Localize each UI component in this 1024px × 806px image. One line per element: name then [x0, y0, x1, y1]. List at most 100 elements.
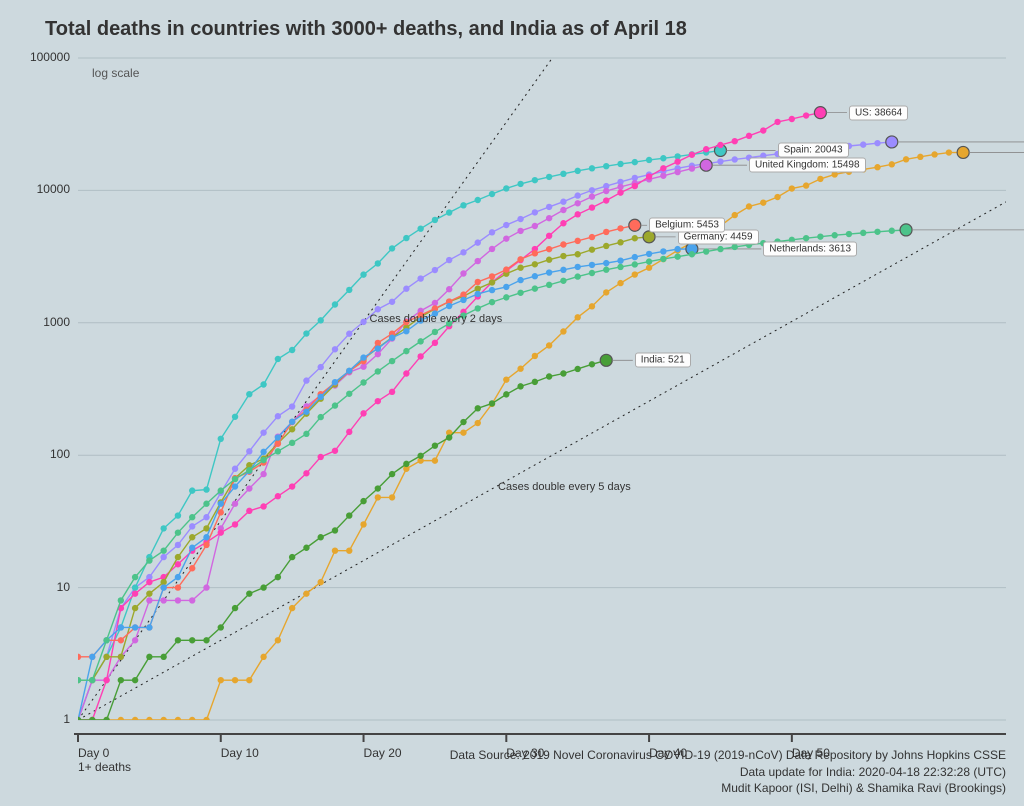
series-marker: [803, 235, 809, 241]
series-marker: [118, 597, 124, 603]
series-marker: [874, 164, 880, 170]
x-tick-label: Day 10: [221, 746, 259, 760]
series-marker: [717, 158, 723, 164]
y-tick-label: 10000: [37, 182, 70, 196]
series-marker: [432, 340, 438, 346]
series-marker: [246, 467, 252, 473]
series-marker: [275, 637, 281, 643]
series-marker: [275, 356, 281, 362]
series-end-marker: [700, 159, 712, 171]
series-marker: [589, 262, 595, 268]
series-marker: [546, 246, 552, 252]
series-end-marker: [957, 146, 969, 158]
series-marker: [232, 501, 238, 507]
y-tick-label: 1: [63, 712, 70, 726]
series-marker: [132, 605, 138, 611]
series-marker: [275, 448, 281, 454]
series-marker: [118, 624, 124, 630]
series-marker: [103, 654, 109, 660]
series-marker: [132, 717, 138, 723]
series-marker: [503, 376, 509, 382]
series-marker: [260, 457, 266, 463]
series-marker: [189, 534, 195, 540]
series-marker: [603, 197, 609, 203]
series-marker: [760, 199, 766, 205]
series-marker: [560, 199, 566, 205]
series-marker: [260, 381, 266, 387]
series-marker: [617, 257, 623, 263]
series-marker: [403, 348, 409, 354]
series-marker: [260, 654, 266, 660]
series-marker: [689, 165, 695, 171]
series-marker: [189, 597, 195, 603]
series-marker: [475, 258, 481, 264]
series-marker: [475, 279, 481, 285]
series-marker: [560, 241, 566, 247]
series-marker: [689, 251, 695, 257]
series-marker: [175, 542, 181, 548]
series-marker: [246, 391, 252, 397]
series-marker: [603, 243, 609, 249]
series-marker: [503, 222, 509, 228]
series-marker: [417, 275, 423, 281]
series-marker: [574, 192, 580, 198]
series-marker: [389, 358, 395, 364]
series-marker: [275, 434, 281, 440]
series-marker: [475, 305, 481, 311]
series-marker: [318, 454, 324, 460]
series-marker: [546, 257, 552, 263]
series-marker: [289, 605, 295, 611]
series-marker: [175, 554, 181, 560]
series-marker: [446, 257, 452, 263]
series-marker: [617, 264, 623, 270]
series-marker: [160, 547, 166, 553]
series-marker: [360, 498, 366, 504]
series-marker: [146, 557, 152, 563]
series-marker: [346, 287, 352, 293]
series-marker: [332, 301, 338, 307]
series-marker: [303, 431, 309, 437]
series-marker: [503, 266, 509, 272]
series-marker: [632, 271, 638, 277]
series-marker: [946, 149, 952, 155]
series-marker: [803, 112, 809, 118]
series-marker: [789, 185, 795, 191]
series-marker: [603, 289, 609, 295]
series-marker: [403, 370, 409, 376]
series-marker: [175, 597, 181, 603]
series-marker: [189, 487, 195, 493]
series-marker: [103, 717, 109, 723]
series-marker: [703, 146, 709, 152]
series-marker: [360, 379, 366, 385]
series-marker: [574, 168, 580, 174]
series-marker: [203, 486, 209, 492]
series-end-marker: [600, 354, 612, 366]
series-marker: [118, 654, 124, 660]
footer-line-3: Mudit Kapoor (ISI, Delhi) & Shamika Ravi…: [450, 780, 1006, 796]
series-marker: [218, 677, 224, 683]
series-marker: [532, 209, 538, 215]
series-marker: [917, 154, 923, 160]
series-marker: [332, 402, 338, 408]
series-end-marker: [814, 107, 826, 119]
series-marker: [260, 503, 266, 509]
series-marker: [75, 677, 81, 683]
series-marker: [460, 249, 466, 255]
series-marker: [589, 361, 595, 367]
series-marker: [560, 253, 566, 259]
series-marker: [275, 441, 281, 447]
series-marker: [674, 253, 680, 259]
series-marker: [218, 487, 224, 493]
series-marker: [403, 328, 409, 334]
series-marker: [332, 346, 338, 352]
series-marker: [489, 287, 495, 293]
series-marker: [803, 182, 809, 188]
reference-label: Cases double every 5 days: [498, 481, 631, 493]
series-marker: [275, 574, 281, 580]
series-marker: [346, 391, 352, 397]
series-marker: [146, 717, 152, 723]
series-marker: [289, 440, 295, 446]
series-marker: [232, 605, 238, 611]
series-marker: [318, 394, 324, 400]
series-marker: [360, 319, 366, 325]
